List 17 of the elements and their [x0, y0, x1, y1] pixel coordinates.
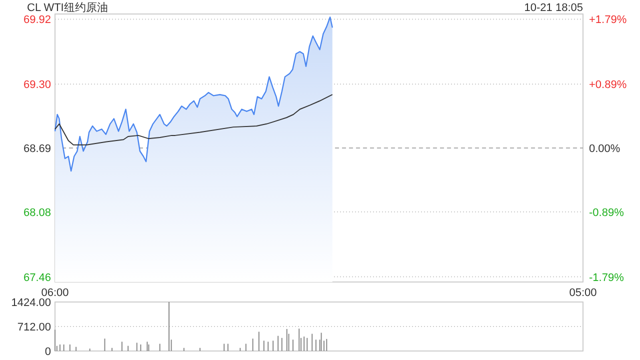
y-tick-label: 69.30 [23, 79, 51, 92]
y2-tick-label: +1.79% [589, 14, 627, 26]
y-tick-label: 68.69 [23, 143, 51, 155]
y2-tick-label: -0.89% [589, 207, 624, 220]
y-tick-label: 67.46 [23, 272, 51, 284]
x-tick-label: 05:00 [569, 287, 597, 299]
x-tick-label: 06:00 [41, 287, 69, 299]
y-tick-label: 68.08 [23, 206, 51, 219]
y-tick-label: 712.00 [17, 322, 51, 334]
text: 10-21 18:05 [524, 2, 583, 14]
y2-tick-label: 0.00% [589, 143, 620, 155]
y-tick-label: 1424.00 [11, 297, 51, 309]
y-tick-label: 69.92 [23, 14, 51, 26]
y-tick-label: 0 [44, 346, 51, 358]
y2-tick-label: -1.79% [589, 272, 624, 284]
chart-title: CL WTI纽约原油 [27, 1, 108, 14]
y2-tick-label: +0.89% [589, 78, 627, 91]
